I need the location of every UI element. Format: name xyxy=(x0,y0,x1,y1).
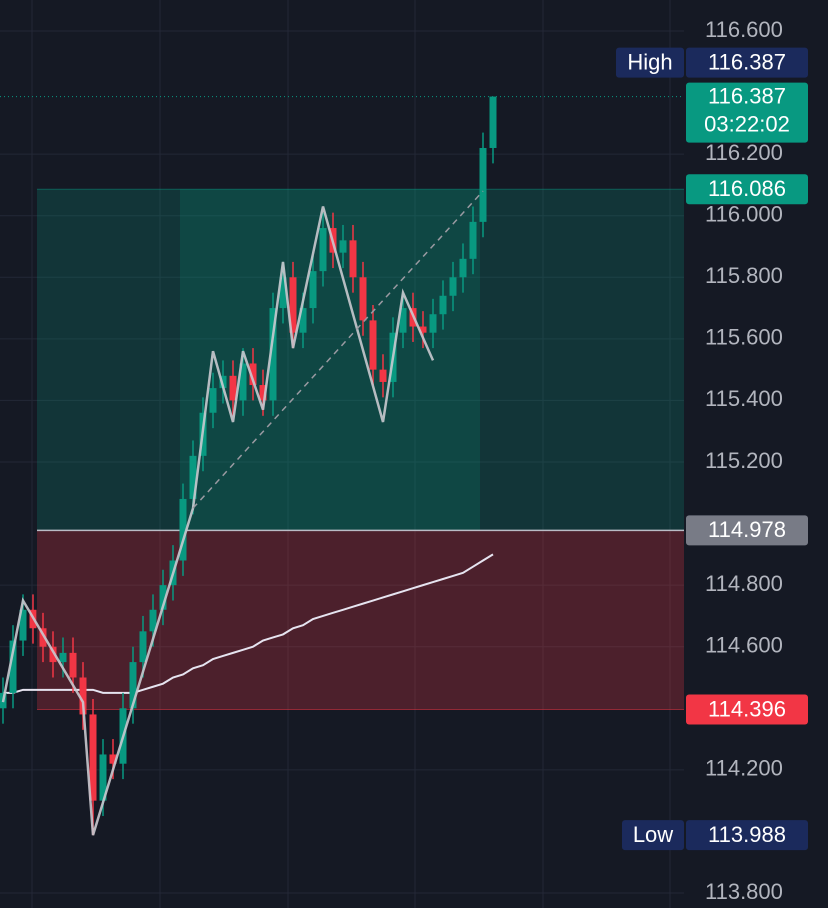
candle-body xyxy=(229,375,237,401)
candle-body xyxy=(189,455,197,499)
candle-body xyxy=(59,652,67,663)
y-tick-label: 116.600 xyxy=(705,17,783,42)
time-grid xyxy=(31,0,671,908)
zigzag-line xyxy=(1,206,435,836)
y-tick-label: 115.800 xyxy=(705,263,783,288)
y-tick-label: 113.800 xyxy=(705,879,783,904)
high-label: High xyxy=(627,49,672,74)
y-tick-label: 114.600 xyxy=(705,633,783,658)
candle-body xyxy=(179,498,187,561)
profit-zone xyxy=(37,189,684,531)
candle-body xyxy=(49,646,57,663)
high-value-text: 116.387 xyxy=(708,49,786,74)
target-price-box xyxy=(686,174,808,205)
candle-body xyxy=(39,628,47,647)
y-tick-label: 116.200 xyxy=(705,140,783,165)
high-value-box xyxy=(686,47,808,78)
target-price-text: 116.086 xyxy=(708,176,786,201)
candle-body xyxy=(9,640,17,693)
candle-body xyxy=(249,363,257,386)
entry-price-box xyxy=(686,515,808,546)
low-value-text: 113.988 xyxy=(708,822,786,847)
candle-body xyxy=(339,240,347,253)
candle-body xyxy=(349,240,357,278)
last-price-box xyxy=(686,82,808,143)
entry-price-text: 114.978 xyxy=(708,517,786,542)
candle-body xyxy=(259,385,267,401)
trendline xyxy=(192,190,484,509)
candle-body xyxy=(149,609,157,632)
y-tick-label: 114.800 xyxy=(705,571,783,596)
candle-body xyxy=(419,326,427,333)
last-price-text: 116.387 xyxy=(708,83,786,108)
low-label: Low xyxy=(633,822,673,847)
candle-body xyxy=(399,308,407,333)
stop-price-text: 114.396 xyxy=(708,696,786,721)
candle-body xyxy=(109,754,117,764)
candle-body xyxy=(479,147,487,222)
loss-zone xyxy=(37,530,684,710)
candle-body xyxy=(469,221,477,259)
countdown-text: 03:22:02 xyxy=(704,111,790,136)
candle-body xyxy=(379,369,387,382)
y-tick-label: 115.600 xyxy=(705,325,783,350)
candle-body xyxy=(459,258,467,278)
stop-price-box xyxy=(686,694,808,725)
candle-body xyxy=(159,585,167,610)
candle-body xyxy=(219,375,227,389)
candle-body xyxy=(359,277,367,321)
candle-body xyxy=(369,320,377,370)
candle-body xyxy=(269,308,277,401)
candle-body xyxy=(309,271,317,309)
candle-body xyxy=(449,277,457,296)
candle-body xyxy=(79,677,87,715)
candle-body xyxy=(289,277,297,333)
candle-body xyxy=(89,714,97,801)
candle-body xyxy=(209,388,217,413)
candle-body xyxy=(279,277,287,309)
candle-body xyxy=(129,662,137,709)
y-tick-label: 116.000 xyxy=(705,202,783,227)
y-tick-label: 115.400 xyxy=(705,386,783,411)
candle-body xyxy=(489,96,497,148)
high-label-box xyxy=(616,47,684,78)
candle-body xyxy=(439,295,447,315)
y-tick-label: 114.200 xyxy=(705,756,783,781)
low-value-box xyxy=(686,820,808,851)
candle-body xyxy=(239,363,247,401)
candle-body xyxy=(69,652,77,678)
low-label-box xyxy=(622,820,684,851)
candle-body xyxy=(319,228,327,272)
candle-body xyxy=(99,754,107,801)
candle-body xyxy=(19,609,27,641)
candle-body xyxy=(139,631,147,663)
candle-body xyxy=(299,308,307,333)
candle-body xyxy=(429,314,437,333)
y-tick-label: 115.200 xyxy=(705,448,783,473)
